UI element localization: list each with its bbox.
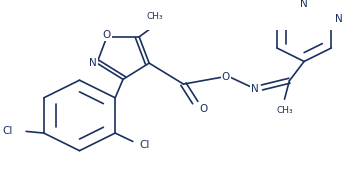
Text: CH₃: CH₃ xyxy=(276,106,293,115)
Text: O: O xyxy=(103,30,111,40)
Text: CH₃: CH₃ xyxy=(147,12,163,21)
Text: Cl: Cl xyxy=(139,140,150,150)
Text: O: O xyxy=(199,104,207,114)
Text: Cl: Cl xyxy=(2,126,12,135)
Text: O: O xyxy=(221,72,230,82)
Text: N: N xyxy=(251,84,259,94)
Text: N: N xyxy=(89,58,97,68)
Text: N: N xyxy=(335,14,343,25)
Text: N: N xyxy=(300,0,308,9)
